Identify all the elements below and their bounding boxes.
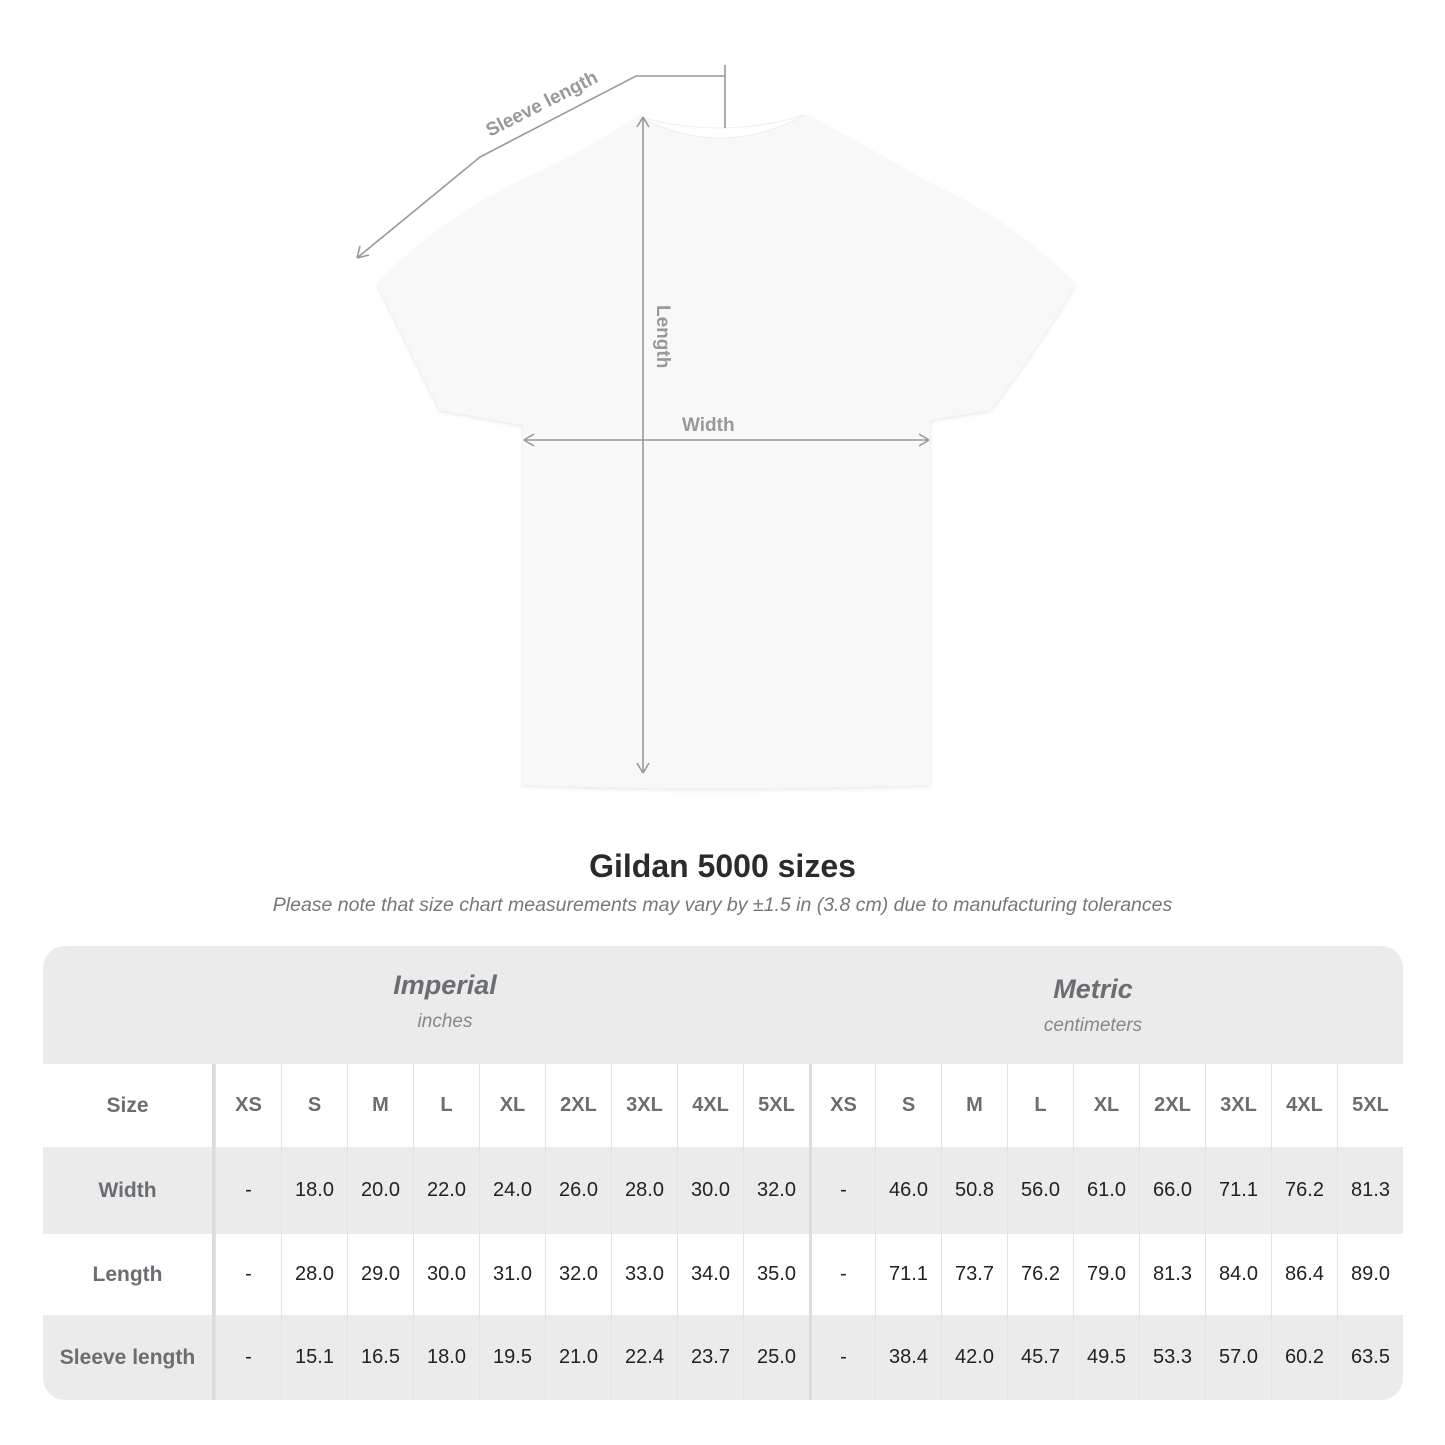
imperial-title: Imperial [393, 970, 497, 1000]
sleeve-measure-line [356, 65, 726, 259]
table-cell: 4XL [1271, 1064, 1337, 1147]
tolerance-note: Please note that size chart measurements… [272, 894, 1173, 916]
table-cell: 5XL [743, 1064, 809, 1147]
table-cell: 45.7 [1007, 1315, 1073, 1400]
table-cell: XL [479, 1064, 545, 1147]
table-cell: 50.8 [941, 1147, 1007, 1234]
length-measure-line [636, 116, 650, 774]
table-cell: 56.0 [1007, 1147, 1073, 1234]
table-cell: 35.0 [743, 1234, 809, 1315]
metric-title: Metric [1053, 974, 1133, 1004]
table-cell: 20.0 [347, 1147, 413, 1234]
imperial-unit: inches [417, 1011, 473, 1032]
table-cell: 81.3 [1337, 1147, 1403, 1234]
table-cell: 86.4 [1271, 1234, 1337, 1315]
table-cell: S [875, 1064, 941, 1147]
table-cell: 71.1 [1205, 1147, 1271, 1234]
table-cell: XS [215, 1064, 281, 1147]
table-cell: 89.0 [1337, 1234, 1403, 1315]
table-cell: 4XL [677, 1064, 743, 1147]
tshirt-diagram: Sleeve length Length Width [356, 65, 1075, 789]
table-header-band: Imperial inches Metric centimeters [43, 946, 1403, 1064]
metric-unit: centimeters [1043, 1015, 1143, 1036]
length-label: Length [652, 305, 673, 368]
table-cell: - [215, 1147, 281, 1234]
table-cell: 25.0 [743, 1315, 809, 1400]
table-cell: 30.0 [677, 1147, 743, 1234]
table-cell: M [941, 1064, 1007, 1147]
sleeve-length-label: Sleeve length [483, 67, 602, 141]
table-cell: - [215, 1234, 281, 1315]
table-cell: 81.3 [1139, 1234, 1205, 1315]
table-cell: 21.0 [545, 1315, 611, 1400]
row-label: Length [43, 1234, 215, 1315]
table-cell: 2XL [1139, 1064, 1205, 1147]
table-cell: 63.5 [1337, 1315, 1403, 1400]
table-cell: - [809, 1315, 875, 1400]
table-row-sleeve-length: Sleeve length -15.1 16.5 18.0 19.5 21.0 22.4 23… [43, 1315, 1403, 1400]
table-cell: - [809, 1234, 875, 1315]
table-cell: 22.0 [413, 1147, 479, 1234]
table-cell: 18.0 [281, 1147, 347, 1234]
table-cell: XL [1073, 1064, 1139, 1147]
table-cell: 18.0 [413, 1315, 479, 1400]
table-cell: 71.1 [875, 1234, 941, 1315]
table-cell: 29.0 [347, 1234, 413, 1315]
table-cell: 32.0 [545, 1234, 611, 1315]
table-cell: 79.0 [1073, 1234, 1139, 1315]
table-cell: 30.0 [413, 1234, 479, 1315]
table-cell: 61.0 [1073, 1147, 1139, 1234]
table-cell: 38.4 [875, 1315, 941, 1400]
table-cell: L [413, 1064, 479, 1147]
size-chart-table: Imperial inches Metric centimeters Size X… [43, 946, 1403, 1400]
imperial-header: Imperial inches [215, 970, 675, 1033]
table-cell: 49.5 [1073, 1315, 1139, 1400]
page-title: Gildan 5000 sizes [589, 848, 856, 884]
table-cell: S [281, 1064, 347, 1147]
table-cell: 5XL [1337, 1064, 1403, 1147]
table-cell: 53.3 [1139, 1315, 1205, 1400]
table-cell: 84.0 [1205, 1234, 1271, 1315]
tshirt-image [378, 115, 1075, 789]
table-cell: 34.0 [677, 1234, 743, 1315]
table-cell: XS [809, 1064, 875, 1147]
table-cell: 28.0 [281, 1234, 347, 1315]
table-cell: - [215, 1315, 281, 1400]
table-cell: 76.2 [1007, 1234, 1073, 1315]
size-header-row: Size XS S M L XL 2XL 3XL 4XL 5XL XS S M L XL 2XL 3XL 4XL 5… [43, 1064, 1403, 1147]
metric-header: Metric centimeters [863, 974, 1323, 1037]
table-row-width: Width -18.0 20.0 22.0 24.0 26.0 28.0 30.0 32.0-4… [43, 1147, 1403, 1234]
table-cell: 2XL [545, 1064, 611, 1147]
table-cell: 46.0 [875, 1147, 941, 1234]
table-cell: 32.0 [743, 1147, 809, 1234]
table-cell: - [809, 1147, 875, 1234]
table-cell: 42.0 [941, 1315, 1007, 1400]
row-label: Sleeve length [43, 1315, 215, 1400]
table-row-length: Length -28.0 29.0 30.0 31.0 32.0 33.0 34.0 35.0-… [43, 1234, 1403, 1315]
table-cell: 57.0 [1205, 1315, 1271, 1400]
table-cell: 19.5 [479, 1315, 545, 1400]
table-cell: 66.0 [1139, 1147, 1205, 1234]
table-cell: 26.0 [545, 1147, 611, 1234]
table-cell: 28.0 [611, 1147, 677, 1234]
row-label: Width [43, 1147, 215, 1234]
table-cell: 24.0 [479, 1147, 545, 1234]
width-measure-line [523, 433, 930, 447]
table-cell: 60.2 [1271, 1315, 1337, 1400]
table-cell: M [347, 1064, 413, 1147]
table-cell: 73.7 [941, 1234, 1007, 1315]
table-cell: 16.5 [347, 1315, 413, 1400]
table-cell: 22.4 [611, 1315, 677, 1400]
table-cell: 3XL [611, 1064, 677, 1147]
table-cell: 15.1 [281, 1315, 347, 1400]
table-cell: 76.2 [1271, 1147, 1337, 1234]
table-cell: L [1007, 1064, 1073, 1147]
width-label: Width [682, 415, 735, 436]
table-cell: 23.7 [677, 1315, 743, 1400]
row-label: Size [43, 1064, 215, 1147]
table-cell: 3XL [1205, 1064, 1271, 1147]
table-cell: 33.0 [611, 1234, 677, 1315]
table-cell: 31.0 [479, 1234, 545, 1315]
